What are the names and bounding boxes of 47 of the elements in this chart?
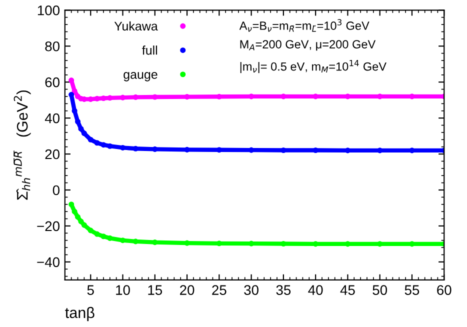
point xyxy=(74,118,81,124)
x-tick-label: 50 xyxy=(372,285,388,295)
point xyxy=(94,231,100,237)
y-tick-label: 80 xyxy=(45,41,60,52)
y-tick-label: 0 xyxy=(52,185,60,196)
point xyxy=(72,208,78,214)
x-axis-title: tanβ xyxy=(65,306,94,322)
x-tick-label: 15 xyxy=(148,285,162,295)
y-tick-label: 40 xyxy=(44,113,60,124)
x-tick-label: 35 xyxy=(276,285,291,295)
x-tick-label: 20 xyxy=(180,285,194,295)
y-tick-label: 60 xyxy=(45,77,60,88)
y-tick-label: 20 xyxy=(45,149,60,160)
annotation: |m$_{ν}$|= 0.5 eV, m$_{M}$=10$^{14}$ GeV xyxy=(240,60,386,74)
legend-label: gauge xyxy=(124,72,158,82)
x-tick-label: 30 xyxy=(244,285,258,295)
point xyxy=(68,202,74,208)
x-tick-label: 40 xyxy=(308,285,323,295)
point xyxy=(78,126,84,132)
x-tick-label: 25 xyxy=(212,285,226,295)
y-tick-label: −40 xyxy=(37,257,60,268)
annotation: M$_{A}$=200 GeV, μ=200 GeV xyxy=(240,40,376,51)
legend-label: full xyxy=(142,46,158,55)
point xyxy=(100,142,106,148)
x-tick-label: 60 xyxy=(437,285,452,295)
point xyxy=(100,234,106,240)
text: A$_{ν}$=B$_{ν}$=m$_{R̃}$=m$_{L̃}$=10$^{3}$ GeV xyxy=(239,19,370,32)
x-tick-label: 55 xyxy=(404,285,420,295)
x-tick-label: 45 xyxy=(340,285,355,295)
point xyxy=(107,143,113,149)
point xyxy=(74,214,81,220)
y-tick-label: −20 xyxy=(37,221,60,232)
point xyxy=(88,228,94,234)
point xyxy=(72,108,78,114)
point xyxy=(81,130,87,136)
point xyxy=(88,136,94,142)
point xyxy=(81,222,87,228)
point xyxy=(94,140,100,146)
legend-label: Yukawa xyxy=(114,21,158,31)
y-tick-label: 100 xyxy=(38,5,60,16)
x-tick-label: 10 xyxy=(116,285,130,295)
point xyxy=(68,92,74,98)
x-tick-label: 5 xyxy=(87,285,94,295)
text: Σ̂$_{hh}$$^{mD̅R̅}$ (GeV$^{2}$) xyxy=(14,90,31,200)
point xyxy=(78,218,84,224)
point xyxy=(72,88,78,94)
point xyxy=(68,78,74,84)
